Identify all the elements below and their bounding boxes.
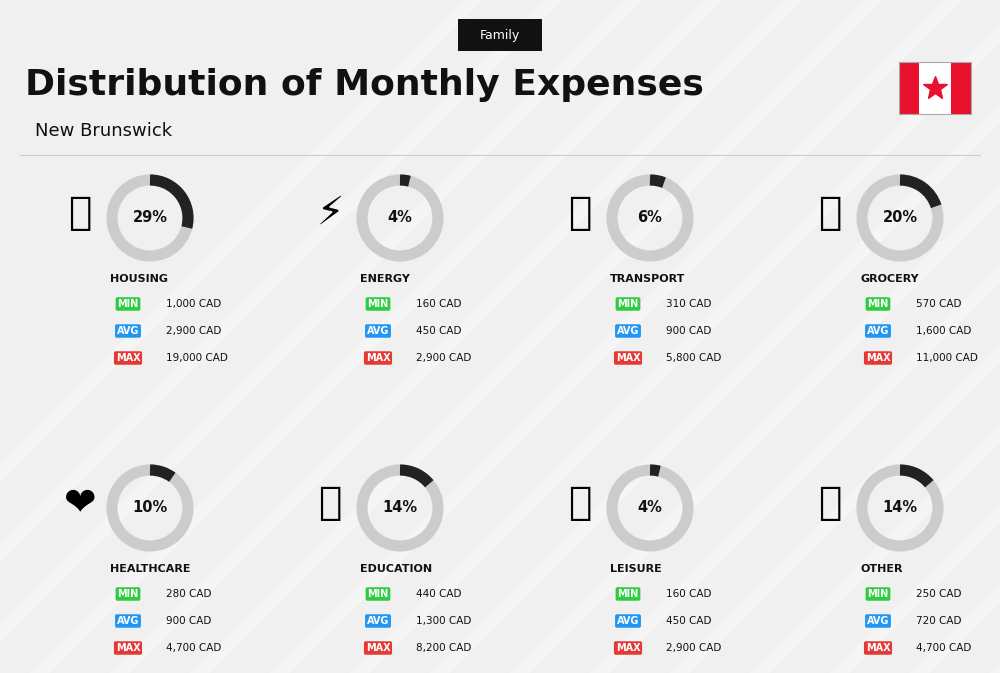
Text: MAX: MAX [366,353,390,363]
Text: 1,600 CAD: 1,600 CAD [916,326,971,336]
Text: MAX: MAX [366,643,390,653]
Text: AVG: AVG [617,616,639,626]
Text: MIN: MIN [867,299,889,309]
Text: 160 CAD: 160 CAD [666,589,711,599]
FancyBboxPatch shape [919,62,951,114]
Text: 11,000 CAD: 11,000 CAD [916,353,978,363]
Text: ⚡: ⚡ [316,194,344,232]
Text: 🏢: 🏢 [68,194,92,232]
Text: 1,300 CAD: 1,300 CAD [416,616,471,626]
Text: 280 CAD: 280 CAD [166,589,212,599]
Text: 20%: 20% [882,211,918,225]
Text: MAX: MAX [116,643,140,653]
Text: HOUSING: HOUSING [110,274,168,284]
Text: AVG: AVG [117,616,139,626]
Text: 🛍: 🛍 [568,484,592,522]
Text: 6%: 6% [638,211,662,225]
Text: 4,700 CAD: 4,700 CAD [166,643,221,653]
Text: 4,700 CAD: 4,700 CAD [916,643,971,653]
Text: 10%: 10% [132,501,168,516]
Text: 450 CAD: 450 CAD [416,326,462,336]
Text: Family: Family [480,28,520,42]
FancyBboxPatch shape [899,62,919,114]
Text: 14%: 14% [882,501,918,516]
Text: 14%: 14% [382,501,418,516]
Text: 900 CAD: 900 CAD [166,616,211,626]
Text: 2,900 CAD: 2,900 CAD [416,353,471,363]
Text: AVG: AVG [117,326,139,336]
Text: 🚌: 🚌 [568,194,592,232]
Text: AVG: AVG [867,616,889,626]
Text: MAX: MAX [866,643,890,653]
Text: 250 CAD: 250 CAD [916,589,962,599]
Text: MIN: MIN [117,589,139,599]
Text: 19,000 CAD: 19,000 CAD [166,353,228,363]
Text: EDUCATION: EDUCATION [360,564,432,574]
Text: 5,800 CAD: 5,800 CAD [666,353,721,363]
Text: 2,900 CAD: 2,900 CAD [666,643,721,653]
Text: MIN: MIN [367,589,389,599]
Text: 2,900 CAD: 2,900 CAD [166,326,221,336]
FancyBboxPatch shape [951,62,971,114]
FancyBboxPatch shape [458,19,542,51]
Text: 900 CAD: 900 CAD [666,326,711,336]
Text: AVG: AVG [867,326,889,336]
Text: ENERGY: ENERGY [360,274,410,284]
Text: AVG: AVG [367,616,389,626]
Text: TRANSPORT: TRANSPORT [610,274,685,284]
Text: MAX: MAX [116,353,140,363]
Text: 💰: 💰 [818,484,842,522]
Text: 4%: 4% [638,501,662,516]
Text: Distribution of Monthly Expenses: Distribution of Monthly Expenses [25,68,704,102]
Text: 8,200 CAD: 8,200 CAD [416,643,471,653]
Text: MAX: MAX [866,353,890,363]
Text: OTHER: OTHER [860,564,903,574]
Text: 🛒: 🛒 [818,194,842,232]
Text: MIN: MIN [367,299,389,309]
Text: 440 CAD: 440 CAD [416,589,462,599]
Text: AVG: AVG [617,326,639,336]
Text: MIN: MIN [867,589,889,599]
Text: 570 CAD: 570 CAD [916,299,962,309]
Text: 160 CAD: 160 CAD [416,299,462,309]
Text: HEALTHCARE: HEALTHCARE [110,564,190,574]
Text: MAX: MAX [616,353,640,363]
Text: MAX: MAX [616,643,640,653]
Text: New Brunswick: New Brunswick [35,122,172,140]
Text: GROCERY: GROCERY [860,274,919,284]
Text: MIN: MIN [617,589,639,599]
Text: LEISURE: LEISURE [610,564,662,574]
Text: 🎓: 🎓 [318,484,342,522]
Text: 1,000 CAD: 1,000 CAD [166,299,221,309]
Text: 450 CAD: 450 CAD [666,616,711,626]
Text: AVG: AVG [367,326,389,336]
Text: 720 CAD: 720 CAD [916,616,962,626]
Text: MIN: MIN [117,299,139,309]
Text: ❤: ❤ [64,484,96,522]
Text: 4%: 4% [388,211,412,225]
Text: 310 CAD: 310 CAD [666,299,711,309]
Text: MIN: MIN [617,299,639,309]
Text: 29%: 29% [132,211,168,225]
